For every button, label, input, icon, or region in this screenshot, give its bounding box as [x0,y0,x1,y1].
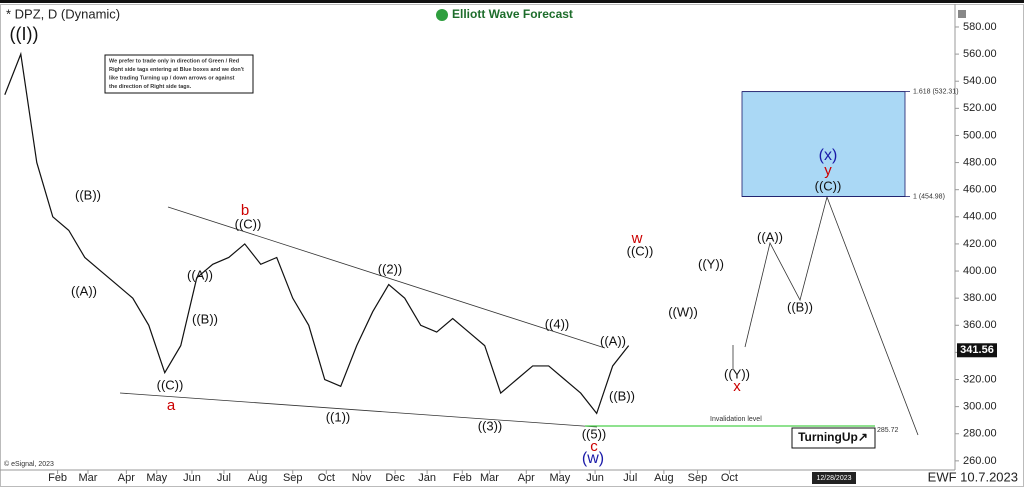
x-tick-label: Nov [352,472,372,484]
price-line [4,51,630,415]
y-tick-label: 400.00 [963,265,997,277]
invalidation-value: 285.72 [877,427,899,434]
top-border [0,0,1024,3]
note-box [104,54,254,94]
fib-label: 1 (454.98) [913,193,945,200]
chart-title: * DPZ, D (Dynamic) [6,6,120,21]
wave-label: b [241,202,249,219]
x-tick-label: May [549,472,570,484]
x-tick-label: Oct [318,472,335,484]
y-tick-label: 540.00 [963,75,997,87]
wave-label: ((C)) [627,243,654,258]
copyright: © eSignal, 2023 [4,460,54,468]
wave-label: ((B)) [75,187,101,202]
note-line: the direction of Right side tags. [109,84,192,90]
x-tick-label: Feb [48,472,67,484]
settings-icon[interactable] [958,10,966,18]
wave-label: ((A)) [757,229,783,244]
x-tick-label: Jun [586,472,604,484]
date-box [812,472,856,484]
x-tick-label: Dec [385,472,405,484]
x-tick-label: May [146,472,167,484]
fib-label: 1.618 (532.31) [913,88,959,95]
wave-label: ((I)) [10,24,39,44]
wave-label: ((A)) [187,267,213,282]
x-tick-label: Jan [418,472,436,484]
note-line: like trading Turning up / down arrows or… [109,75,235,81]
wave-label: w [631,230,643,247]
wave-label: ((3)) [478,418,503,433]
x-tick-label: Oct [721,472,738,484]
wave-label: ((4)) [545,316,570,331]
invalidation-text: Invalidation level [710,416,762,423]
y-tick-label: 320.00 [963,373,997,385]
wave-label: ((2)) [378,261,403,276]
note-line: Right side tags entering at Blue boxes a… [109,67,244,73]
wave-label: ((B)) [609,388,635,403]
wave-label: ((Y)) [724,366,750,381]
y-tick-label: 440.00 [963,211,997,223]
wave-label: ((C)) [235,216,262,231]
wave-label: ((1)) [326,409,351,424]
y-tick-label: 480.00 [963,156,997,168]
y-tick-label: 380.00 [963,292,997,304]
note: We prefer to trade only in direction of … [109,58,244,90]
wave-label: y [824,162,832,179]
wave-label: ((C)) [815,178,842,193]
wave-label: (w) [582,450,604,467]
y-tick-label: 420.00 [963,238,997,250]
y-tick-label: 460.00 [963,184,997,196]
x-tick-label: Jul [623,472,637,484]
x-tick-label: Mar [79,472,98,484]
target-box [741,91,906,197]
y-tick-label: 280.00 [963,428,997,440]
x-tick-label: Aug [248,472,268,484]
x-tick-label: Apr [518,472,535,484]
x-tick-label: Sep [283,472,303,484]
x-tick-label: Sep [688,472,708,484]
wave-label: ((5)) [582,426,607,441]
y-tick-label: 520.00 [963,102,997,114]
footer: EWF 10.7.2023 [928,469,1018,484]
wave-label: ((W)) [668,304,698,319]
date-box-text: 12/28/2023 [816,475,851,482]
wave-label: ((A)) [71,283,97,298]
wave-label: ((B)) [192,311,218,326]
trend-line-lower [119,392,598,428]
wave-label: ((B)) [787,299,813,314]
x-tick-label: Mar [480,472,499,484]
y-tick-label: 260.00 [963,455,997,467]
x-tick-label: Feb [453,472,472,484]
badge-box [791,427,876,449]
trend-line-upper [167,206,606,349]
y-tick-label: 580.00 [963,21,997,33]
y-tick-label: 500.00 [963,129,997,141]
last-price: 341.56 [960,344,994,356]
wave-label: x [733,378,741,395]
x-tick-label: Aug [654,472,674,484]
wave-label: c [590,438,598,455]
last-price-box [957,343,997,358]
x-tick-label: Apr [118,472,135,484]
y-tick-label: 360.00 [963,319,997,331]
wave-label: ((C)) [157,377,184,392]
brand-logo [436,9,448,21]
y-tick-label: 560.00 [963,48,997,60]
badge: TurningUp↗ [798,430,868,444]
y-tick-label: 300.00 [963,401,997,413]
wave-label: ((A)) [600,333,626,348]
projection-path [744,195,919,436]
x-tick-label: Jun [183,472,201,484]
note-line: We prefer to trade only in direction of … [109,58,239,64]
wave-label: a [167,397,176,414]
brand: Elliott Wave Forecast [452,7,573,21]
wave-label: ((Y)) [698,256,724,271]
x-tick-label: Jul [217,472,231,484]
wave-label: (x) [819,147,838,164]
